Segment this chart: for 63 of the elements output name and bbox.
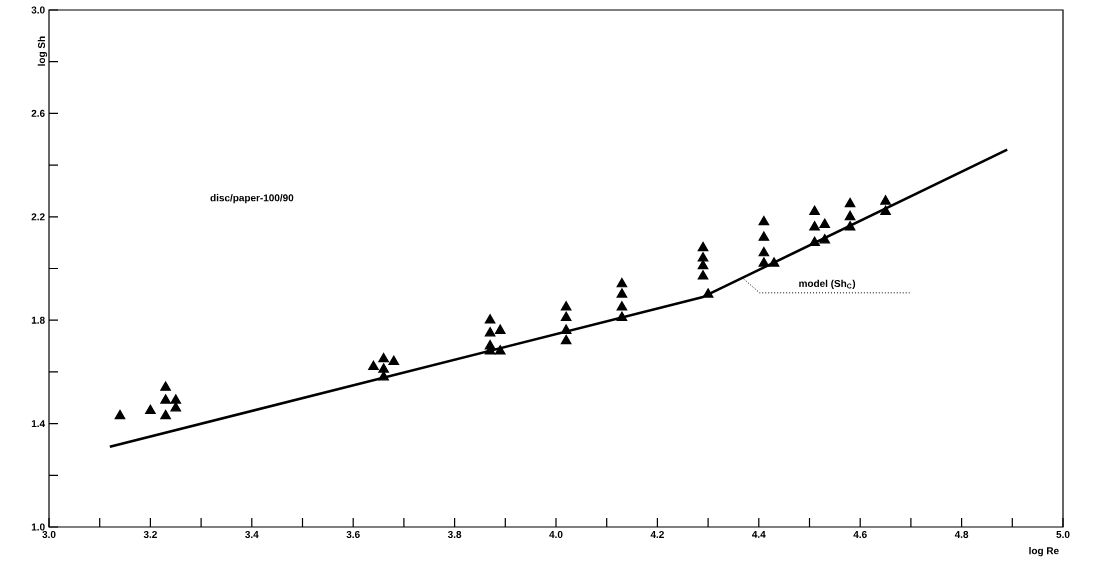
- point: [160, 381, 171, 391]
- point: [768, 257, 780, 267]
- point: [560, 301, 572, 311]
- annotation: disc/paper-100/90: [210, 194, 294, 204]
- y-tick-label: 3.0: [31, 6, 45, 14]
- point: [114, 409, 126, 420]
- point: [616, 288, 628, 298]
- point: [844, 221, 856, 231]
- point: [880, 195, 891, 205]
- y-tick-label: 1.0: [31, 523, 45, 531]
- point: [758, 215, 770, 226]
- point: [484, 314, 496, 324]
- y-tick-label: 2.6: [31, 109, 45, 117]
- y-axis-title: log Sh: [37, 36, 48, 66]
- point: [616, 311, 628, 321]
- point: [170, 402, 182, 412]
- x-tick-label: 4.4: [752, 530, 766, 538]
- point: [616, 277, 628, 288]
- point: [844, 197, 856, 208]
- point: [160, 394, 171, 404]
- x-tick-label: 3.2: [143, 530, 157, 538]
- point: [494, 345, 506, 355]
- point: [616, 301, 628, 311]
- point: [758, 246, 770, 257]
- point: [702, 288, 714, 298]
- x-tick-label: 3.4: [245, 530, 259, 538]
- point: [560, 334, 572, 345]
- point: [819, 233, 831, 244]
- point: [844, 210, 856, 221]
- x-tick-label: 5.0: [1056, 530, 1070, 538]
- point: [819, 218, 831, 228]
- x-tick-label: 4.0: [549, 530, 563, 538]
- y-tick-label: 2.2: [31, 213, 45, 221]
- x-tick-label: 4.6: [853, 530, 867, 538]
- point: [484, 327, 496, 337]
- point: [560, 311, 572, 321]
- point: [809, 205, 820, 215]
- point: [758, 257, 770, 267]
- point: [809, 236, 820, 246]
- x-tick-label: 4.8: [954, 530, 969, 538]
- point: [378, 363, 389, 373]
- point: [378, 352, 389, 363]
- annotation: model (Sh$_{C}$): [799, 279, 856, 290]
- x-tick-label: 3.0: [42, 530, 56, 538]
- point: [388, 355, 400, 365]
- point: [809, 221, 820, 231]
- y-tick-label: 1.4: [31, 420, 46, 428]
- point: [880, 205, 891, 215]
- point: [145, 404, 156, 415]
- point: [494, 324, 506, 334]
- x-axis-title: log Re: [1029, 546, 1059, 557]
- point: [697, 252, 709, 262]
- point: [758, 231, 770, 241]
- point: [560, 324, 572, 334]
- point: [697, 270, 709, 280]
- point: [697, 241, 709, 252]
- x-tick-label: 3.6: [346, 530, 360, 538]
- point: [170, 394, 182, 404]
- x-tick-label: 3.8: [447, 530, 462, 538]
- point: [160, 409, 171, 420]
- x-tick-label: 4.2: [650, 530, 664, 538]
- y-tick-label: 1.8: [31, 316, 45, 324]
- point: [368, 360, 379, 371]
